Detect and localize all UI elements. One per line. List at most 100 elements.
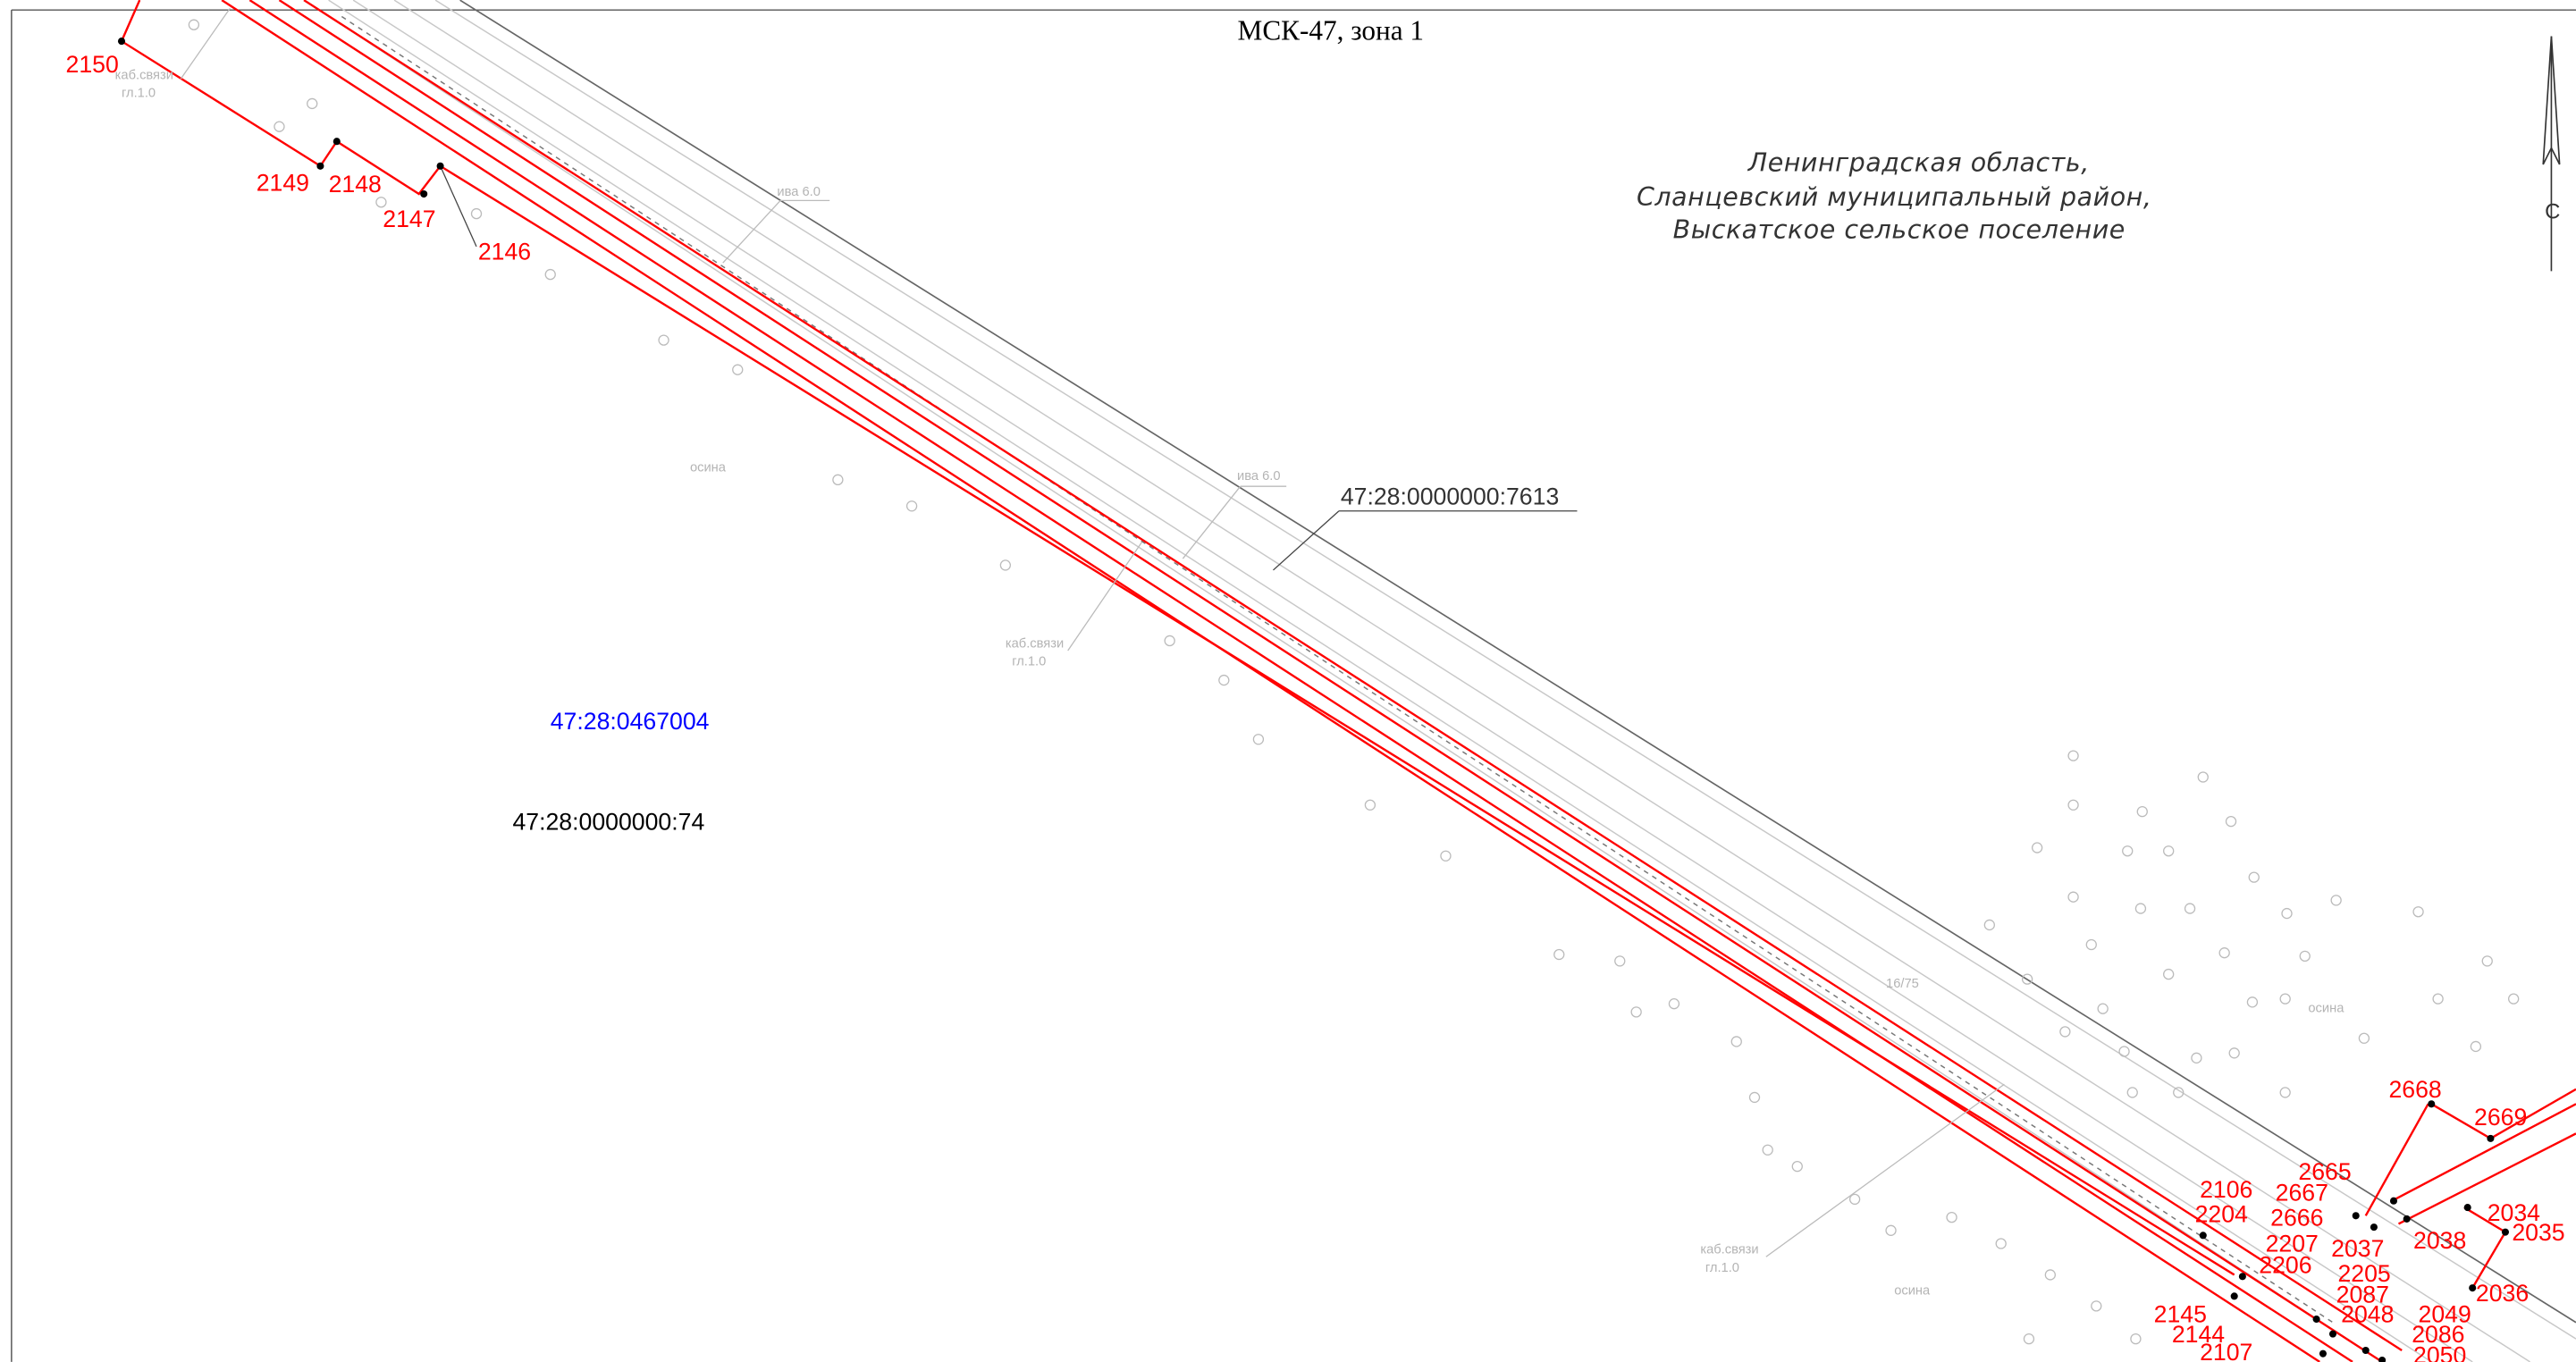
tree-marker [2097,1003,2109,1014]
survey-point [2361,1346,2370,1355]
survey-point [2469,1284,2477,1292]
survey-point [2428,1100,2436,1108]
point-label: 2087 [2336,1282,2389,1308]
survey-point [2312,1316,2320,1324]
tree-marker [2279,993,2291,1005]
survey-point [333,138,341,146]
annotation: 16/75 [1886,977,1919,991]
point-label: 2086 [2412,1321,2464,1348]
tree-marker [2136,805,2148,818]
parcel-number: 47:28:0000000:7613 [1341,483,1559,509]
survey-point [2230,1292,2238,1300]
tree-marker [1218,674,1230,686]
tree-marker [1995,1238,2007,1249]
annotation: ива 6.0 [777,185,821,199]
annotation: каб.связи [1700,1243,1758,1257]
boundary [120,0,2576,1362]
tree-marker [999,559,1012,571]
point-label: 2107 [2200,1339,2252,1362]
point-label: 2148 [329,171,382,198]
region: Выскатское сельское поселение [1673,215,2126,245]
tree-marker [1730,1036,1742,1047]
tree-marker [2330,895,2342,906]
annotation: ива 6.0 [1237,469,1281,483]
tree-marker [2507,993,2520,1005]
region: Ленинградская область, [1747,147,2090,177]
tree-marker [2197,771,2209,783]
point-label: 2204 [2195,1201,2248,1228]
survey-point [117,38,126,46]
point-label: 2205 [2337,1260,2390,1287]
point-label: 2048 [2341,1301,2394,1328]
point-label: 2034 [2488,1199,2540,1226]
cable [341,15,2334,1324]
tree-marker [2067,750,2079,761]
tree-marker [1630,1006,1642,1018]
point-label: 2666 [2270,1204,2323,1231]
tree-marker [2122,845,2134,857]
survey-point [420,189,428,198]
leaders [439,165,1578,571]
tree-marker [2031,842,2043,853]
point-label: 2035 [2512,1219,2564,1246]
survey-point [2352,1212,2360,1220]
survey-point [2463,1204,2471,1212]
survey-point [436,162,444,170]
tree-marker [2225,815,2237,828]
tree-marker [1946,1211,1957,1223]
tree-marker [905,500,918,512]
survey-point [2487,1134,2495,1142]
tree-marker [1885,1224,1897,1236]
annotation: гл.1.0 [122,87,156,101]
tree-marker [2130,1333,2142,1345]
tree-marker [188,19,200,30]
tree-marker [1748,1091,1761,1104]
tree-marker [1668,998,1680,1010]
annotation: осина [690,461,727,475]
point-label: 2038 [2413,1227,2466,1254]
point-label: 2146 [478,239,531,265]
point-label: 2665 [2298,1158,2351,1185]
survey-point [2238,1273,2246,1281]
point-label: 2667 [2276,1180,2328,1206]
labels: МСК-47, зона 1 Ленинградская область, Сл… [512,14,2560,835]
tree-marker [1848,1193,1861,1206]
title: МСК-47, зона 1 [1238,14,1424,46]
region: Сланцевский муниципальный район, [1637,182,2151,212]
annotation: каб.связи [115,68,173,82]
point-label: 2050 [2413,1342,2466,1362]
tree-marker [2059,1026,2071,1038]
tree-marker [2023,1333,2035,1345]
annotation: гл.1.0 [1705,1261,1739,1275]
leaders [180,7,2005,1257]
tree-marker [2412,906,2424,918]
tree-marker [2248,871,2260,883]
point-label: 2206 [2259,1252,2311,1279]
point-label: 2207 [2266,1231,2319,1257]
tree-marker [544,268,556,281]
annotation: каб.связи [1006,636,1064,651]
tree-marker [2184,903,2196,914]
quarter-number: 47:28:0467004 [551,708,710,735]
survey-point [316,162,324,170]
point-label: 2668 [2388,1076,2441,1103]
north-arrow [2542,36,2561,272]
tree-marker [307,97,318,110]
tree-marker [1440,850,1452,862]
tree-marker [1364,799,1376,811]
tree-marker [2163,968,2175,980]
tree-marker [2218,947,2230,959]
tree-marker [2134,903,2147,914]
tree-marker [2299,950,2311,963]
point-label: 2669 [2474,1104,2527,1131]
tree-marker [2163,845,2175,857]
tree-marker [2281,907,2293,920]
tree-marker [274,121,285,132]
tree-marker [732,364,744,375]
road-edge [459,0,2576,1324]
tree-marker [2191,1052,2202,1064]
survey-point [2328,1330,2337,1338]
annotation: осина [1894,1283,1931,1298]
point-label: 2144 [2172,1321,2225,1348]
